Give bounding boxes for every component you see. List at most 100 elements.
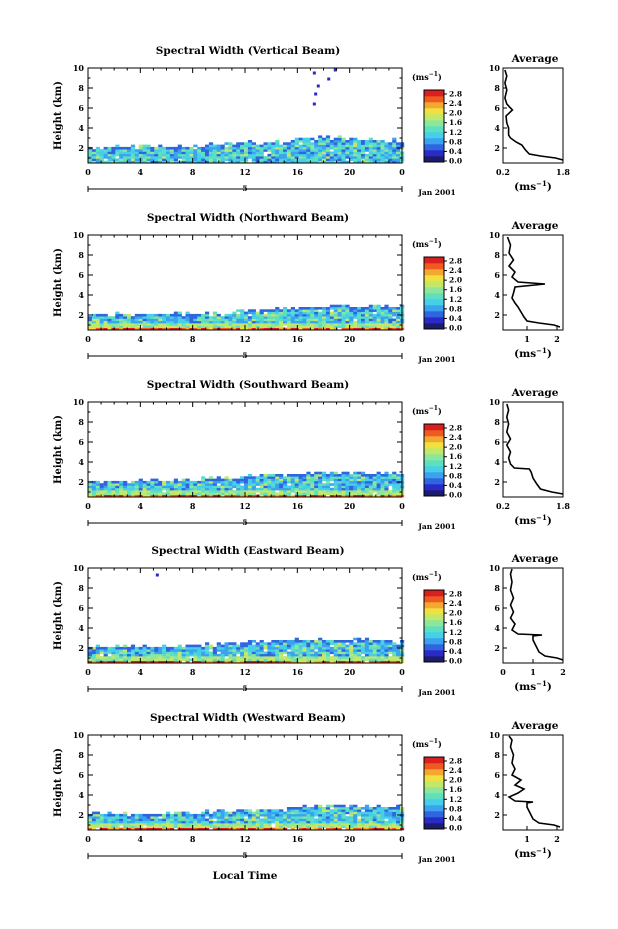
- heatmap-cell: [193, 646, 198, 650]
- heatmap-cell: [329, 151, 334, 155]
- colorbar-swatch: [424, 448, 444, 455]
- heatmap-cell: [310, 318, 315, 322]
- heatmap-cell: [318, 804, 323, 808]
- heatmap-cell: [392, 474, 397, 477]
- heatmap-cell: [353, 485, 358, 489]
- heatmap-cell: [91, 818, 97, 822]
- heatmap-cell: [306, 318, 311, 322]
- heatmap-cell: [271, 653, 276, 657]
- heatmap-cell: [244, 811, 249, 815]
- heatmap-cell: [325, 658, 331, 661]
- heatmap-cell: [107, 483, 112, 486]
- heatmap-cell: [201, 492, 206, 495]
- heatmap-cell: [103, 820, 108, 824]
- heatmap-cell: [290, 487, 295, 491]
- heatmap-cell: [384, 646, 389, 650]
- heatmap-cell: [103, 160, 108, 164]
- heatmap-cell: [349, 311, 354, 315]
- heatmap-cell: [99, 660, 104, 664]
- heatmap-cell: [251, 813, 256, 817]
- heatmap-cell: [240, 823, 245, 826]
- heatmap-cell: [103, 327, 108, 331]
- heatmap-cell: [166, 313, 171, 317]
- heatmap-cell: [353, 653, 358, 657]
- heatmap-cell: [364, 816, 370, 819]
- heatmap-cell: [95, 327, 100, 331]
- heatmap-cell: [286, 480, 292, 484]
- heatmap-cell: [220, 818, 225, 822]
- heatmap-cell: [298, 644, 303, 648]
- heatmap-cell: [353, 313, 358, 317]
- heatmap-cell: [380, 644, 385, 648]
- heatmap-cell: [286, 144, 292, 148]
- heatmap-cell: [376, 149, 381, 152]
- heatmap-cell: [325, 649, 331, 652]
- heatmap-cell: [212, 158, 217, 161]
- heatmap-cell: [353, 492, 358, 495]
- heatmap-cell: [103, 316, 108, 319]
- heatmap-cell: [364, 316, 370, 319]
- heatmap-cell: [275, 494, 280, 498]
- heatmap-cell: [349, 309, 354, 312]
- x-tick-label: 20: [344, 167, 356, 177]
- heatmap-cell: [306, 478, 311, 482]
- heatmap-cell: [99, 820, 104, 824]
- heatmap-cell: [208, 158, 214, 161]
- heatmap-cell: [115, 146, 120, 150]
- heatmap-cell: [392, 816, 397, 819]
- heatmap-cell: [185, 656, 190, 659]
- heatmap-cell: [259, 153, 264, 157]
- heatmap-cell: [318, 320, 323, 324]
- heatmap-cell: [127, 653, 132, 657]
- heatmap-cell: [290, 809, 295, 812]
- bottom-xlabel: Local Time: [213, 870, 278, 882]
- heatmap-cell: [396, 149, 401, 152]
- heatmap-cell: [302, 149, 307, 152]
- heatmap-cell: [154, 649, 159, 652]
- heatmap-cell: [154, 651, 159, 655]
- heatmap-cell: [376, 156, 381, 159]
- heatmap-cell: [337, 142, 342, 145]
- heatmap-cell: [322, 156, 327, 159]
- heatmap-cell: [275, 156, 280, 159]
- heatmap-cell: [236, 309, 241, 312]
- heatmap-cell: [251, 327, 256, 331]
- heatmap-cell: [173, 318, 178, 322]
- heatmap-cell: [224, 476, 229, 479]
- heatmap-cell: [208, 156, 214, 159]
- heatmap-cell: [275, 478, 280, 482]
- heatmap-cell: [255, 490, 260, 493]
- heatmap-cell: [251, 646, 256, 650]
- heatmap-cell: [162, 660, 167, 664]
- heatmap-cell: [107, 651, 112, 655]
- heatmap-cell: [283, 820, 288, 824]
- heatmap-cell: [392, 307, 397, 310]
- heatmap-cell: [205, 485, 210, 489]
- heatmap-cell: [380, 149, 385, 152]
- heatmap-cell: [263, 144, 268, 148]
- heatmap-cell: [271, 323, 276, 326]
- heatmap-cell: [232, 816, 237, 819]
- heatmap-cell: [302, 480, 307, 484]
- heatmap-cell: [123, 158, 128, 161]
- heatmap-cell: [220, 156, 225, 159]
- heatmap-cell: [216, 809, 221, 812]
- heatmap-cell: [255, 818, 260, 822]
- heatmap-cell: [314, 153, 319, 157]
- heatmap-cell: [146, 323, 151, 326]
- heatmap-cell: [236, 160, 241, 164]
- heatmap-cell: [380, 487, 385, 491]
- heatmap-cell: [325, 313, 331, 317]
- heatmap-cell: [205, 646, 210, 650]
- heatmap-cell: [111, 494, 116, 498]
- heatmap-cell: [236, 483, 241, 486]
- heatmap-cell: [208, 492, 214, 495]
- heatmap-cell: [193, 158, 198, 161]
- heatmap-cell: [267, 490, 272, 493]
- heatmap-cell: [197, 658, 202, 661]
- heatmap-cell: [322, 813, 327, 817]
- heatmap-cell: [220, 492, 225, 495]
- colorbar-swatch: [424, 757, 444, 764]
- heatmap-cell: [376, 653, 381, 657]
- heatmap-cell: [298, 651, 303, 655]
